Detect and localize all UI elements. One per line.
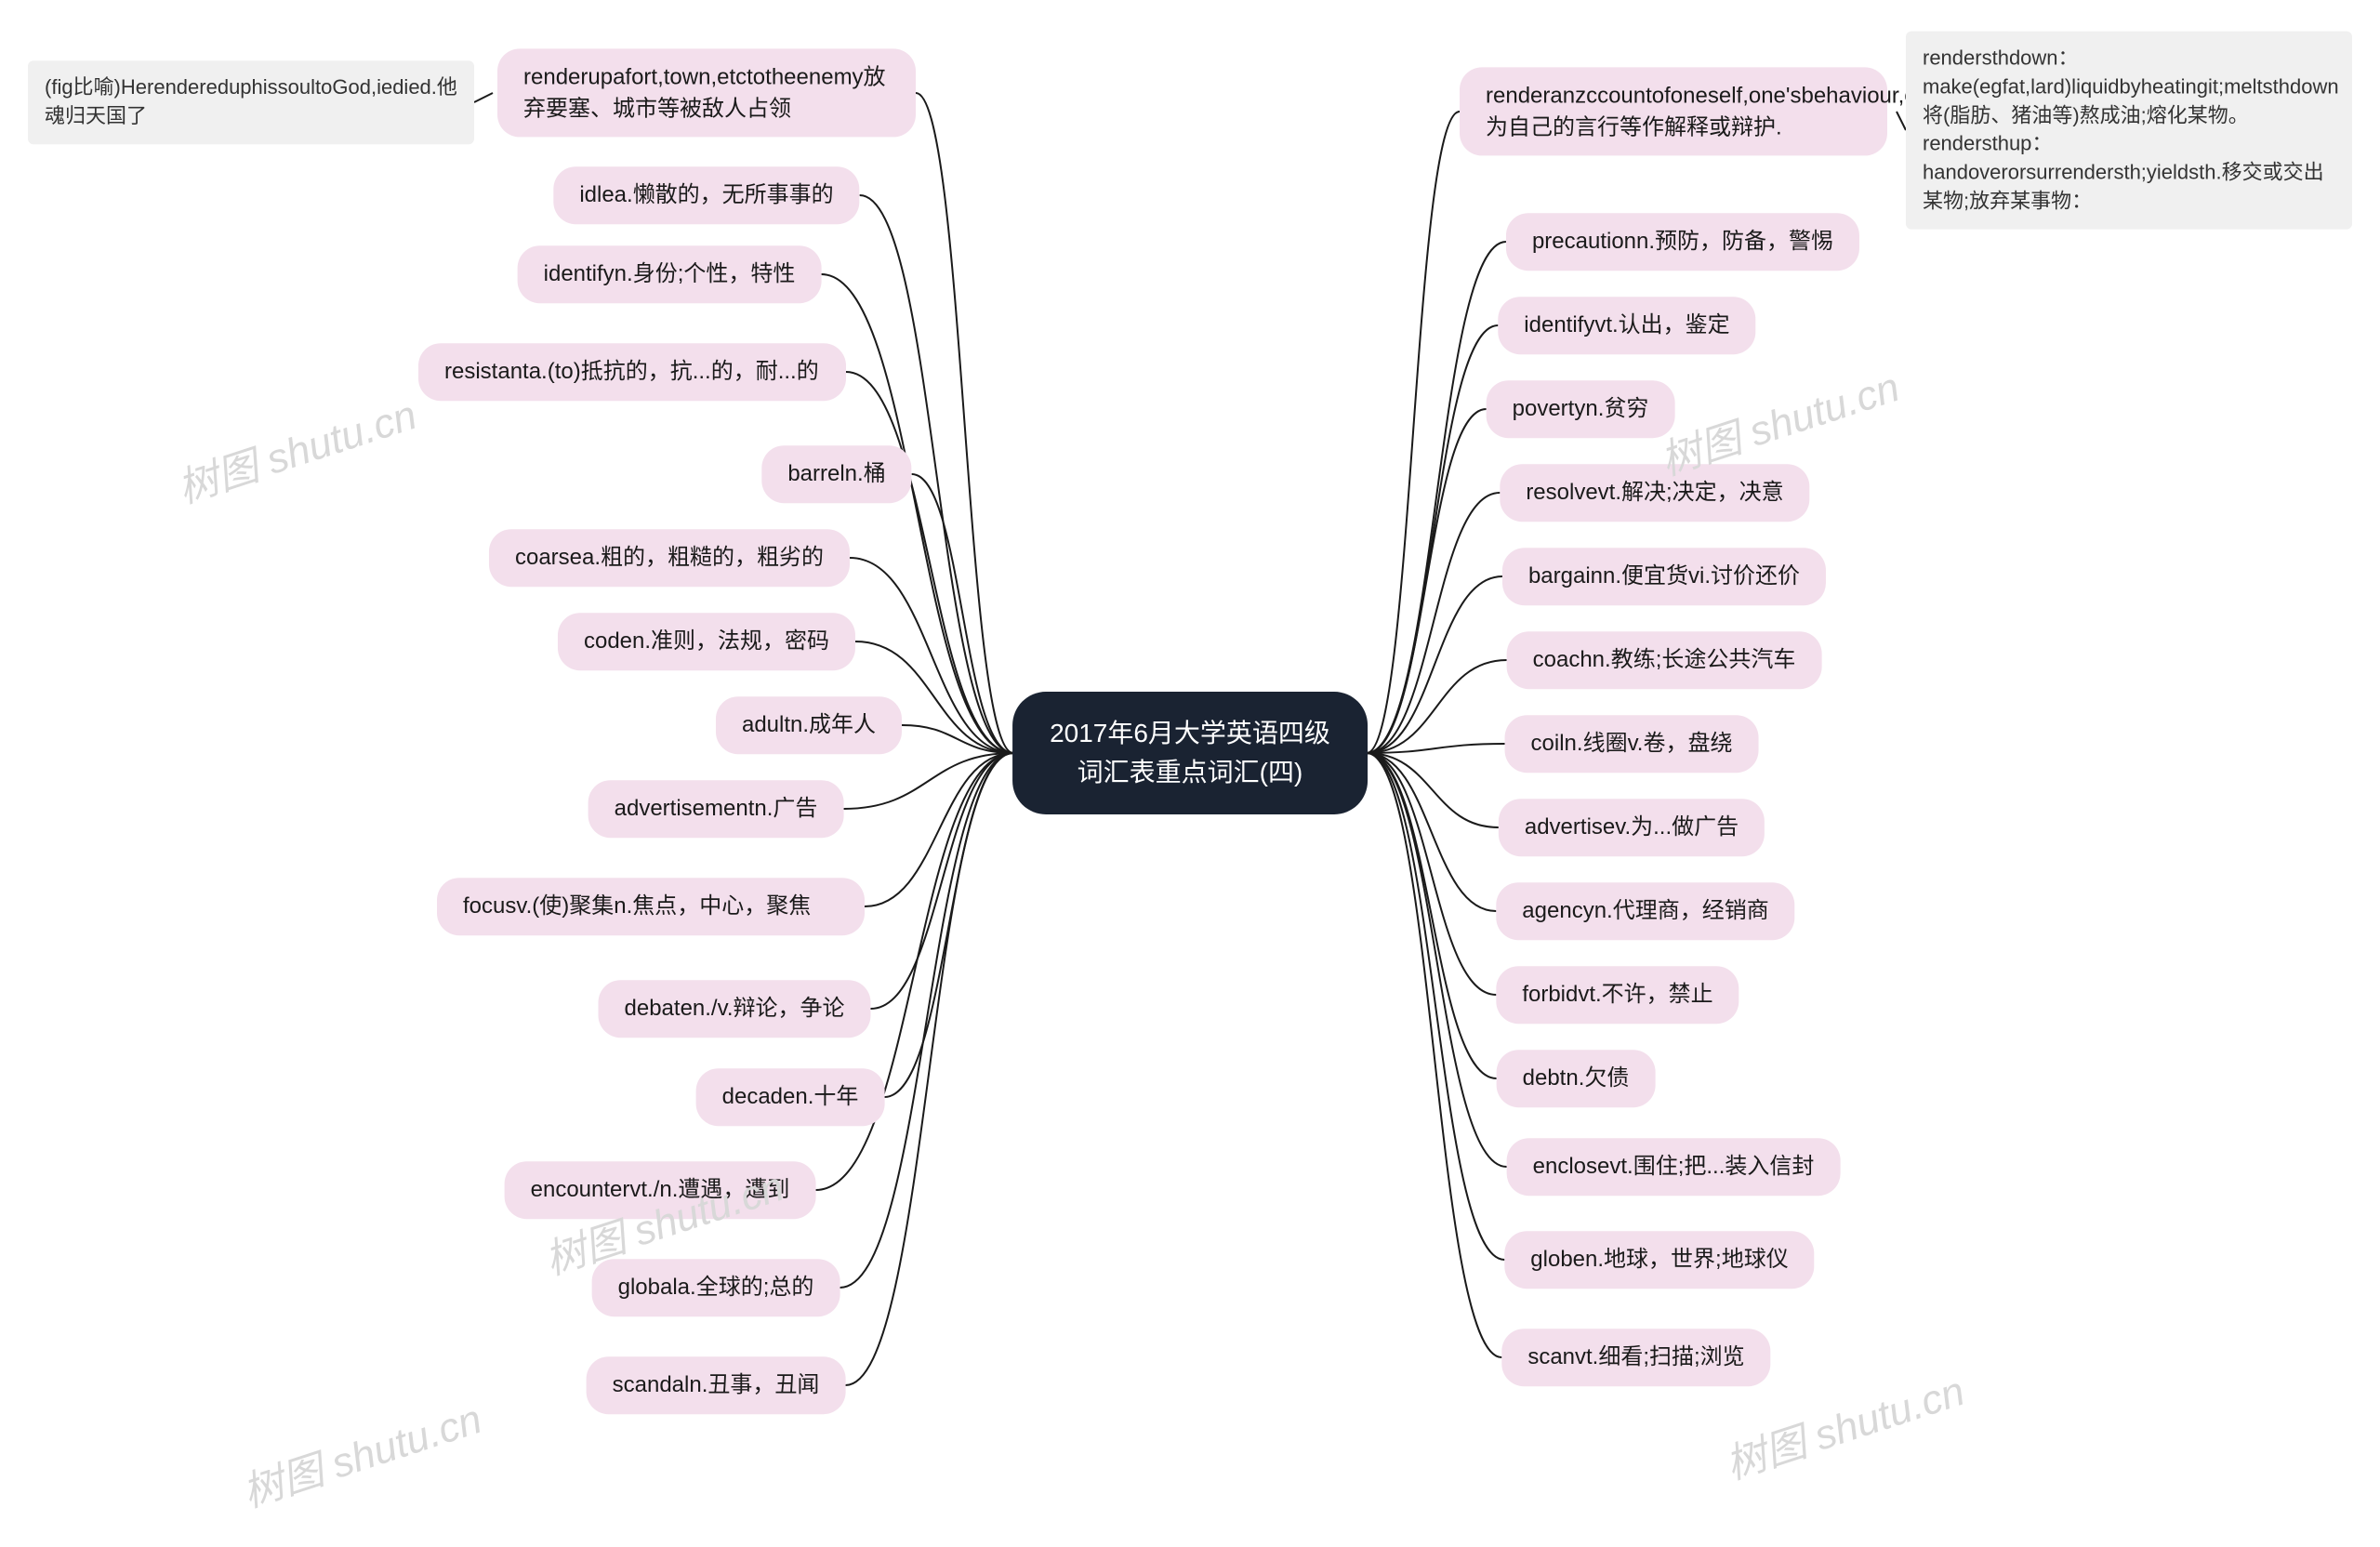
right-node-8[interactable]: advertisev.为...做广告: [1499, 799, 1765, 856]
right-node-0[interactable]: renderanzccountofoneself,one'sbehaviour,…: [1460, 67, 1887, 155]
left-node-0[interactable]: renderupafort,town,etctotheenemy放弃要塞、城市等…: [497, 48, 916, 137]
note-1: rendersthdown：make(egfat,lard)liquidbyhe…: [1906, 32, 2352, 230]
right-node-10[interactable]: forbidvt.不许，禁止: [1496, 966, 1739, 1024]
right-node-5[interactable]: bargainn.便宜货vi.讨价还价: [1502, 548, 1826, 605]
right-node-12[interactable]: enclosevt.围住;把...装入信封: [1507, 1138, 1841, 1196]
right-node-13[interactable]: globen.地球，世界;地球仪: [1504, 1231, 1814, 1289]
note-0: (fig比喻)HerendereduphissoultoGod,iedied.他…: [28, 60, 474, 144]
right-node-14[interactable]: scanvt.细看;扫描;浏览: [1501, 1329, 1770, 1386]
right-node-2[interactable]: identifyvt.认出，鉴定: [1498, 297, 1755, 354]
center-line1: 2017年6月大学英语四级: [1050, 714, 1330, 753]
right-node-1[interactable]: precautionn.预防，防备，警惕: [1506, 213, 1859, 271]
left-node-12[interactable]: encountervt./n.遭遇，遭到: [505, 1161, 816, 1219]
right-node-9[interactable]: agencyn.代理商，经销商: [1496, 882, 1794, 940]
center-node[interactable]: 2017年6月大学英语四级 词汇表重点词汇(四): [1012, 692, 1368, 814]
left-node-2[interactable]: identifyn.身份;个性，特性: [518, 245, 822, 303]
left-node-10[interactable]: debaten./v.辩论，争论: [599, 980, 871, 1038]
right-node-4[interactable]: resolvevt.解决;决定，决意: [1500, 464, 1809, 522]
left-node-1[interactable]: idlea.懒散的，无所事事的: [553, 166, 859, 224]
left-node-11[interactable]: decaden.十年: [696, 1068, 885, 1126]
left-node-4[interactable]: barreln.桶: [761, 445, 911, 503]
left-node-7[interactable]: adultn.成年人: [716, 696, 902, 754]
right-node-6[interactable]: coachn.教练;长途公共汽车: [1507, 631, 1822, 689]
left-node-6[interactable]: coden.准则，法规，密码: [558, 613, 855, 670]
left-node-5[interactable]: coarsea.粗的，粗糙的，粗劣的: [489, 529, 850, 587]
watermark-3: 树图 shutu.cn: [234, 1385, 488, 1518]
left-node-9[interactable]: focusv.(使)聚集n.焦点，中心，聚焦: [437, 878, 865, 935]
left-node-14[interactable]: scandaln.丑事，丑闻: [587, 1356, 846, 1414]
center-line2: 词汇表重点词汇(四): [1050, 753, 1330, 792]
left-node-3[interactable]: resistanta.(to)抵抗的，抗...的，耐...的: [418, 343, 846, 401]
right-node-3[interactable]: povertyn.贫穷: [1487, 380, 1675, 438]
right-node-11[interactable]: debtn.欠债: [1497, 1050, 1656, 1107]
left-node-8[interactable]: advertisementn.广告: [588, 780, 844, 838]
left-node-13[interactable]: globala.全球的;总的: [592, 1259, 840, 1316]
right-node-7[interactable]: coiln.线圈v.卷，盘绕: [1505, 715, 1759, 773]
watermark-0: 树图 shutu.cn: [169, 381, 423, 514]
